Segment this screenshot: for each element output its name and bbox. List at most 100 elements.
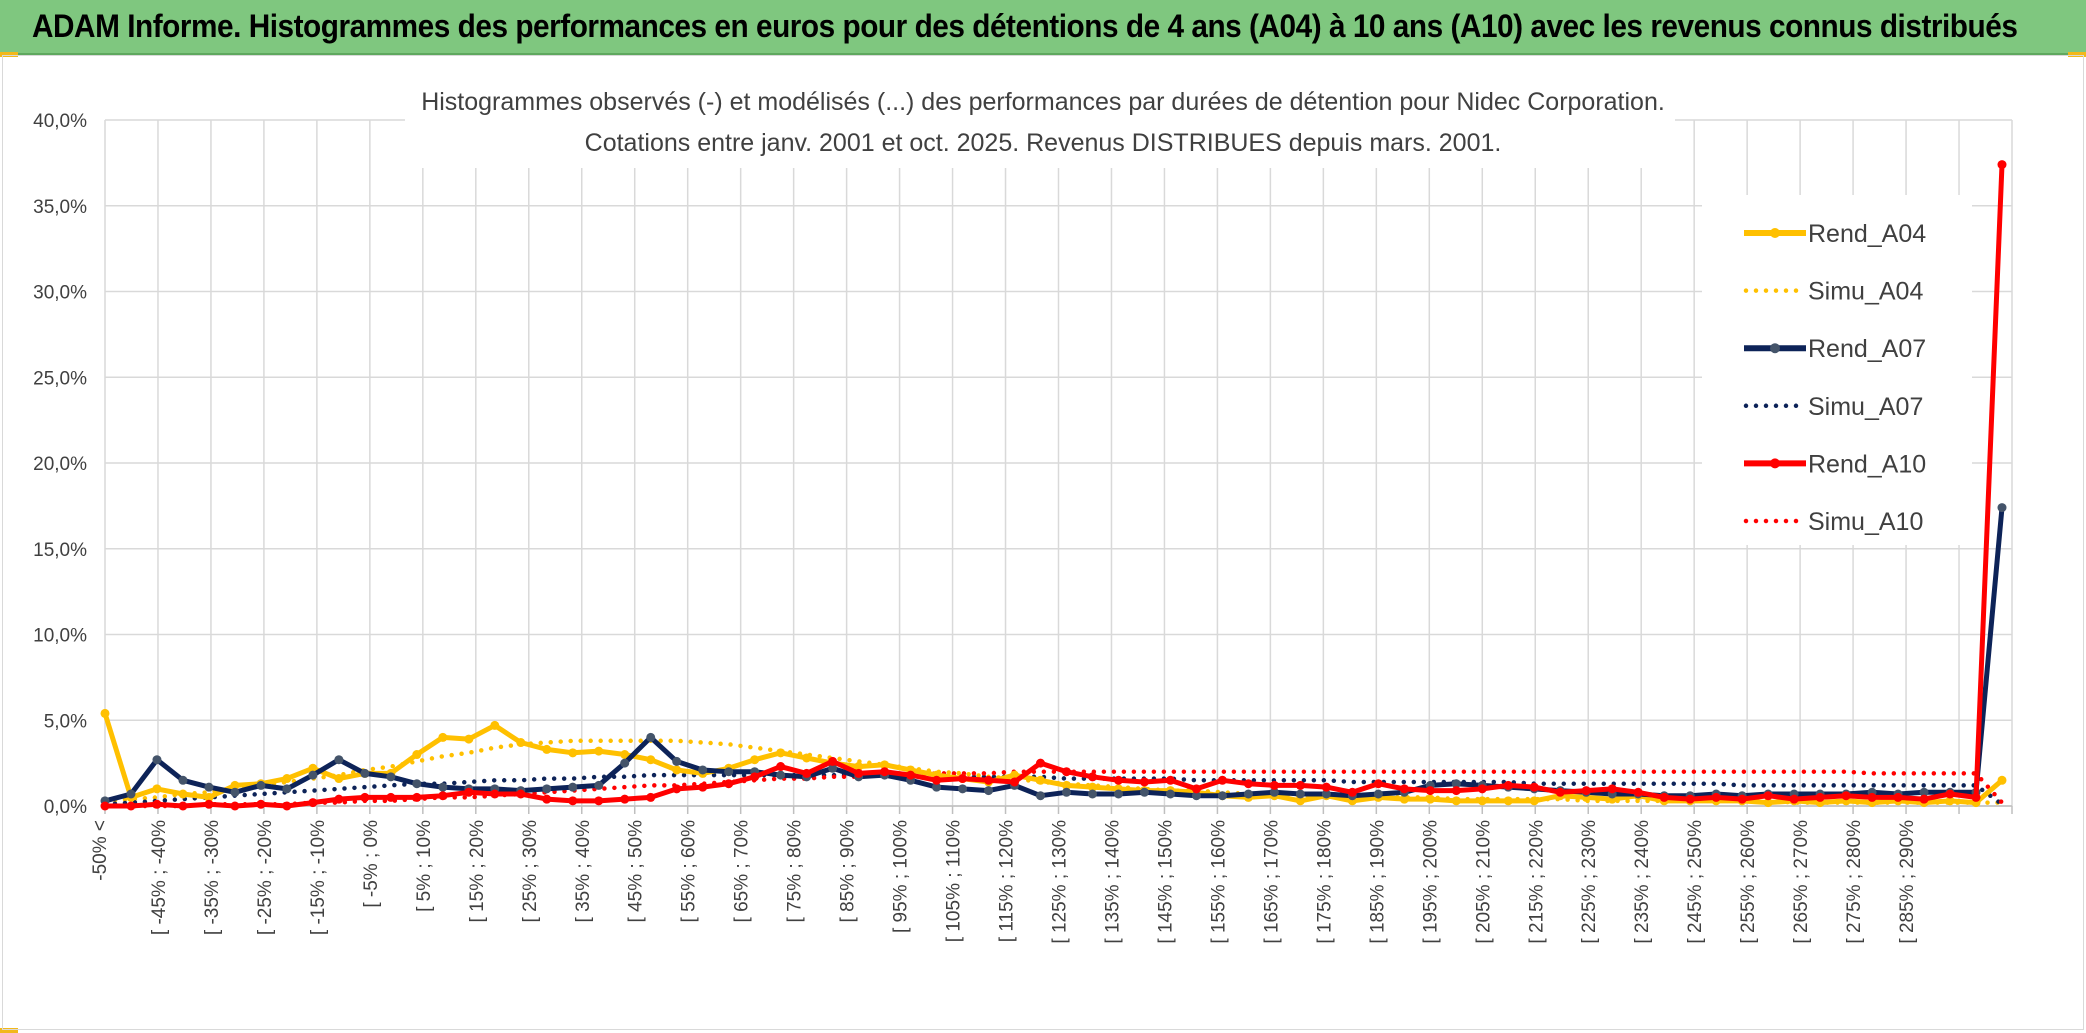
- data-point: [1399, 784, 1409, 794]
- y-tick-label: 35,0%: [33, 197, 87, 218]
- axis-layer: 0,0% 5,0% 10,0% 15,0% 20,0% 25,0% 30,0% 35,0% 40…: [33, 111, 2013, 944]
- x-tick-label: [ 265% ; 270%: [1791, 820, 1812, 944]
- data-point: [464, 787, 474, 797]
- data-point: [1191, 791, 1201, 801]
- series-line-dotted: [102, 769, 2005, 809]
- data-point: [1997, 503, 2007, 513]
- data-point: [542, 794, 552, 804]
- data-point: [594, 780, 604, 790]
- x-tick-label: [ 105% ; 110%: [944, 820, 965, 942]
- x-tick-label: [ 75% ; 80%: [785, 820, 806, 923]
- data-point: [256, 799, 266, 809]
- corner-accent-left: [0, 52, 18, 57]
- x-tick-label: [ 155% ; 160%: [1208, 820, 1229, 944]
- data-point: [230, 801, 240, 811]
- data-point: [490, 789, 500, 799]
- x-tick-label: [ 135% ; 140%: [1102, 820, 1123, 944]
- y-tick-label: 20,0%: [33, 454, 87, 475]
- data-point: [594, 796, 604, 806]
- data-point: [1373, 779, 1383, 789]
- data-point: [152, 755, 162, 765]
- x-tick-label: [ -45% ; -40%: [149, 820, 170, 935]
- data-point: [126, 801, 136, 811]
- data-point: [308, 798, 318, 808]
- data-point: [1789, 794, 1799, 804]
- data-point: [984, 786, 994, 796]
- data-point: [776, 770, 786, 780]
- x-tick-label: [ 125% ; 130%: [1050, 820, 1071, 944]
- data-point: [308, 770, 318, 780]
- legend-item: Rend_A07: [1744, 335, 1926, 363]
- data-point: [360, 792, 370, 802]
- data-point: [828, 756, 838, 766]
- x-tick-label: [ 165% ; 170%: [1261, 820, 1282, 944]
- series-line-dotted: [102, 772, 2005, 807]
- data-point: [594, 746, 604, 756]
- legend-item: Simu_A10: [1743, 508, 1923, 536]
- data-point: [542, 744, 552, 754]
- x-tick-label: [ 45% ; 50%: [626, 820, 647, 923]
- data-point: [230, 780, 240, 790]
- data-point: [1945, 789, 1955, 799]
- y-tick-label: 15,0%: [33, 540, 87, 561]
- data-point: [204, 799, 214, 809]
- legend-item: Rend_A10: [1744, 450, 1926, 478]
- data-point: [1191, 784, 1201, 794]
- y-tick-label: 10,0%: [33, 626, 87, 647]
- data-point: [1971, 792, 1981, 802]
- data-point: [802, 753, 812, 763]
- data-point: [1919, 787, 1929, 797]
- x-tick-label: [ 215% ; 220%: [1526, 820, 1547, 944]
- x-tick-label: [ 15% ; 20%: [467, 820, 488, 923]
- data-point: [776, 748, 786, 758]
- data-point: [750, 772, 760, 782]
- data-point: [1477, 784, 1487, 794]
- data-point: [1763, 791, 1773, 801]
- legend-label: Rend_A10: [1808, 450, 1926, 478]
- data-point: [932, 775, 942, 785]
- x-tick-label: [ -35% ; -30%: [202, 820, 223, 935]
- data-point: [1113, 789, 1123, 799]
- data-point: [1555, 787, 1565, 797]
- data-point: [646, 792, 656, 802]
- data-point: [282, 801, 292, 811]
- chart-title-background: [405, 80, 1675, 168]
- data-point: [906, 770, 916, 780]
- data-point: [1217, 791, 1227, 801]
- data-point: [386, 792, 396, 802]
- data-point: [1997, 775, 2007, 785]
- legend-marker: [1770, 228, 1780, 238]
- x-tick-label: [ 25% ; 30%: [520, 820, 541, 923]
- data-point: [1113, 775, 1123, 785]
- data-point: [1451, 786, 1461, 796]
- data-point: [1997, 160, 2007, 170]
- legend-label: Rend_A04: [1808, 220, 1926, 248]
- data-point: [1607, 784, 1617, 794]
- data-point: [282, 784, 292, 794]
- data-point: [1321, 789, 1331, 799]
- data-point: [1010, 777, 1020, 787]
- legend-label: Simu_A04: [1808, 278, 1923, 306]
- x-tick-label: [ 185% ; 190%: [1367, 820, 1388, 944]
- x-tick-label: [ 95% ; 100%: [891, 820, 912, 933]
- data-point: [1165, 789, 1175, 799]
- data-point: [1451, 796, 1461, 806]
- data-point: [516, 789, 526, 799]
- data-point: [1685, 794, 1695, 804]
- data-point: [828, 763, 838, 773]
- data-point: [1295, 789, 1305, 799]
- data-point: [672, 756, 682, 766]
- data-point: [1529, 782, 1539, 792]
- x-tick-label: [ 55% ; 60%: [679, 820, 700, 923]
- data-point: [750, 755, 760, 765]
- data-point: [386, 772, 396, 782]
- data-point: [1269, 787, 1279, 797]
- data-point: [1893, 792, 1903, 802]
- data-point: [1737, 794, 1747, 804]
- series-simu-a07: [102, 772, 2005, 807]
- data-point: [1139, 777, 1149, 787]
- data-point: [698, 782, 708, 792]
- data-point: [1243, 789, 1253, 799]
